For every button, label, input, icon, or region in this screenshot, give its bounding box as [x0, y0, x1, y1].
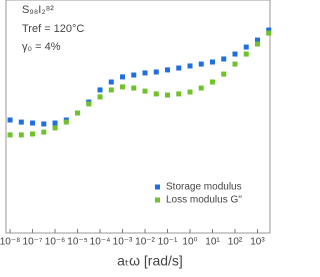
- marker: [41, 129, 47, 135]
- marker: [266, 27, 272, 33]
- marker: [7, 117, 13, 123]
- marker: [86, 101, 92, 107]
- marker: [198, 85, 204, 91]
- marker: [97, 87, 103, 93]
- marker: [120, 74, 126, 80]
- marker: [243, 51, 249, 57]
- x-axis-title: aₜω [rad/s]: [117, 253, 183, 269]
- marker: [108, 87, 114, 93]
- marker: [266, 30, 272, 36]
- x-tick-label: 10⁻⁷: [23, 237, 43, 248]
- marker: [108, 79, 114, 85]
- marker: [131, 85, 137, 91]
- x-tick-label: 10⁻⁸: [0, 237, 20, 248]
- x-tick-label: 10⁻¹: [158, 237, 178, 248]
- legend-marker: [155, 197, 160, 203]
- marker: [30, 120, 36, 126]
- marker: [176, 65, 182, 71]
- x-tick-label: 10²: [228, 237, 243, 248]
- marker: [243, 44, 249, 50]
- marker: [198, 61, 204, 67]
- legend-label: Storage modulus: [166, 182, 242, 193]
- legend-label: Loss modulus G'': [166, 195, 242, 206]
- marker: [187, 89, 193, 95]
- marker: [52, 120, 58, 126]
- marker: [97, 94, 103, 100]
- x-tick-label: 10¹: [205, 237, 220, 248]
- plot-frame: [5, 0, 271, 234]
- annotation: Tref = 120°C: [22, 23, 84, 35]
- x-tick-label: 10⁻⁶: [45, 237, 66, 248]
- marker: [187, 63, 193, 69]
- marker: [75, 110, 81, 116]
- marker: [221, 56, 227, 62]
- marker: [131, 72, 137, 78]
- marker: [18, 132, 24, 138]
- marker: [153, 69, 159, 75]
- marker: [221, 71, 227, 77]
- marker: [232, 61, 238, 67]
- x-tick-label: 10⁰: [182, 237, 197, 248]
- marker: [176, 91, 182, 97]
- marker: [153, 91, 159, 97]
- x-tick-label: 10⁻⁴: [90, 237, 111, 248]
- marker: [142, 70, 148, 76]
- marker: [165, 92, 171, 98]
- x-tick-label: 10³: [250, 237, 265, 248]
- marker: [63, 119, 69, 125]
- marker: [52, 125, 58, 131]
- marker: [232, 51, 238, 57]
- x-tick-label: 10⁻²: [135, 237, 155, 248]
- marker: [142, 88, 148, 94]
- annotation: S₉₈I₂⁸²: [22, 4, 54, 16]
- marker: [41, 121, 47, 127]
- x-tick-label: 10⁻⁵: [67, 237, 88, 248]
- marker: [209, 79, 215, 85]
- annotation: γ₀ = 4%: [22, 41, 61, 53]
- legend-marker: [155, 184, 160, 190]
- marker: [254, 41, 260, 47]
- marker: [18, 119, 24, 125]
- marker: [254, 37, 260, 43]
- marker: [30, 131, 36, 137]
- marker: [120, 84, 126, 90]
- chart: S₉₈I₂⁸² Tref = 120°C γ₀ = 4% aₜω [rad/s]…: [0, 0, 272, 269]
- marker: [209, 59, 215, 65]
- x-tick-label: 10⁻³: [113, 237, 133, 248]
- marker: [7, 132, 13, 138]
- marker: [165, 67, 171, 73]
